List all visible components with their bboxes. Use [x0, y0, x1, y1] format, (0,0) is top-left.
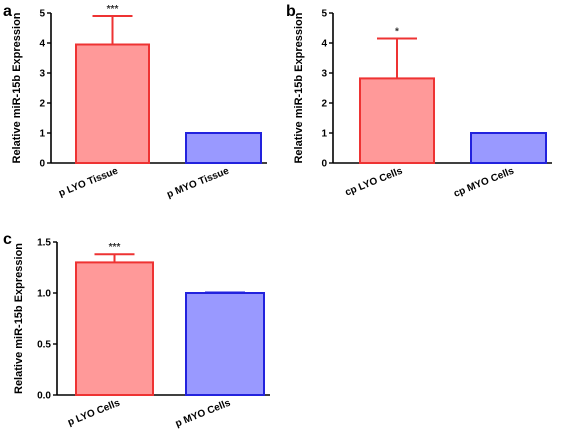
- y-tick-label: 4: [39, 39, 45, 50]
- x-category-label: p LYO Cells: [66, 397, 122, 428]
- bar: [359, 77, 435, 164]
- chart-panel-a: 0 1 2 3 4 5 Relative miR-15b Expression *** p LY…: [11, 4, 267, 200]
- bar: [75, 43, 150, 164]
- bar: [185, 132, 262, 164]
- y-tick-label: 4: [321, 39, 327, 50]
- bar: [75, 261, 154, 396]
- significance-label: ***: [107, 4, 119, 15]
- x-category-label: p MYO Cells: [174, 397, 233, 429]
- y-tick-label: 0: [39, 159, 45, 170]
- x-category-label: p MYO Tissue: [165, 165, 231, 200]
- significance-label: ***: [109, 242, 121, 253]
- x-category-label: cp LYO Cells: [344, 165, 405, 198]
- panel-letter-c: c: [3, 231, 12, 248]
- y-tick-label: 3: [321, 69, 327, 80]
- y-axis-label: Relative miR-15b Expression: [13, 243, 25, 394]
- y-tick-label: 5: [39, 9, 45, 20]
- y-tick-label: 1: [39, 129, 45, 140]
- panel-letter-b: b: [286, 3, 296, 20]
- y-tick-label: 2: [321, 99, 327, 110]
- x-category-label: p LYO Tissue: [57, 165, 120, 199]
- chart-panel-c: 0.0 0.5 1.0 1.5 Relative miR-15b Expression *…: [13, 238, 270, 430]
- y-tick-label: 3: [39, 69, 45, 80]
- panel-letter-a: a: [3, 3, 12, 20]
- y-axis-label: Relative miR-15b Expression: [11, 12, 23, 163]
- y-tick-label: 0: [321, 159, 327, 170]
- y-tick-label: 5: [321, 9, 327, 20]
- y-tick-label: 2: [39, 99, 45, 110]
- significance-label: *: [395, 27, 399, 38]
- y-axis-label: Relative miR-15b Expression: [293, 12, 305, 163]
- y-tick-label: 0.0: [37, 391, 51, 402]
- bar: [470, 132, 547, 164]
- y-tick-label: 1.5: [37, 238, 51, 249]
- y-tick-label: 0.5: [37, 340, 51, 351]
- bar: [185, 292, 265, 396]
- chart-panel-b: 0 1 2 3 4 5 Relative miR-15b Expression * cp LYO…: [293, 9, 552, 200]
- y-tick-label: 1: [321, 129, 327, 140]
- x-category-label: cp MYO Cells: [452, 165, 516, 199]
- y-tick-label: 1.0: [37, 289, 51, 300]
